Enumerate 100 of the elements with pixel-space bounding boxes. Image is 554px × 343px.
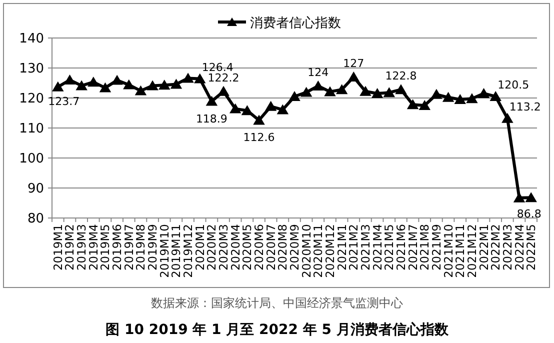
y-tick-label: 80 xyxy=(27,212,44,226)
point xyxy=(407,100,418,110)
y-tick-label: 120 xyxy=(19,92,44,106)
x-tick-label: 2020M8 xyxy=(276,224,290,271)
point xyxy=(478,88,490,98)
x-tick-label: 2020M12 xyxy=(322,224,337,278)
data-label: 126.4 xyxy=(202,60,234,74)
x-tick-label: 2022M5 xyxy=(524,224,538,271)
x-tick-label: 2022M2 xyxy=(488,224,503,271)
point xyxy=(324,86,336,96)
point xyxy=(170,79,182,89)
data-label: 124 xyxy=(308,66,329,79)
x-tick-label: 2020M2 xyxy=(204,224,219,271)
x-tick-label: 2021M7 xyxy=(406,224,420,271)
point xyxy=(182,73,194,83)
x-tick-label: 2019M2 xyxy=(62,224,77,271)
x-tick-label: 2021M8 xyxy=(418,224,432,271)
point xyxy=(502,113,513,123)
x-tick-label: 2021M6 xyxy=(394,224,408,271)
point xyxy=(277,104,288,114)
point xyxy=(454,94,466,104)
data-label: 120.5 xyxy=(498,78,530,92)
point xyxy=(395,84,406,94)
x-tick-label: 2019M9 xyxy=(146,224,160,271)
point xyxy=(194,74,206,84)
point xyxy=(147,80,158,90)
x-tick-label: 2020M7 xyxy=(264,224,278,271)
point xyxy=(289,92,300,101)
point xyxy=(242,106,253,116)
data-label: 122.8 xyxy=(385,70,417,83)
x-tick-label: 2019M11 xyxy=(169,224,184,278)
x-tick-label: 2021M9 xyxy=(429,224,444,271)
x-tick-label: 2019M1 xyxy=(50,224,65,271)
point xyxy=(52,82,64,92)
point xyxy=(348,72,360,82)
data-label: 113.2 xyxy=(509,100,541,114)
y-tick-label: 140 xyxy=(19,32,44,46)
y-tick-label: 100 xyxy=(19,152,44,166)
point xyxy=(466,94,478,104)
point xyxy=(490,92,502,101)
x-tick-label: 2021M4 xyxy=(370,224,384,271)
text: 图 10 2019 年 1 月至 2022 年 5 月消费者信心指数 xyxy=(106,321,450,338)
point xyxy=(419,100,430,110)
point xyxy=(135,86,146,96)
point xyxy=(206,96,218,106)
x-tick-label: 2020M1 xyxy=(192,224,207,271)
x-tick-label: 2020M4 xyxy=(228,224,242,271)
x-tick-label: 2020M3 xyxy=(216,224,231,271)
x-tick-label: 2020M5 xyxy=(240,224,254,271)
point xyxy=(112,75,123,85)
x-tick-label: 2020M6 xyxy=(252,224,266,271)
x-tick-label: 2021M12 xyxy=(464,224,479,278)
point xyxy=(430,89,442,99)
x-tick-label: 2021M5 xyxy=(382,224,396,271)
x-tick-label: 2019M3 xyxy=(74,224,89,271)
data-label: 122.2 xyxy=(208,71,240,84)
y-tick-label: 110 xyxy=(19,122,44,136)
y-tick-label: 90 xyxy=(27,182,44,196)
x-tick-label: 2020M9 xyxy=(288,224,302,271)
x-tick-label: 2020M11 xyxy=(311,224,326,278)
x-tick-label: 2021M3 xyxy=(358,224,372,271)
point xyxy=(336,84,348,94)
point xyxy=(514,192,525,202)
x-tick-label: 2021M2 xyxy=(346,224,361,271)
legend-label: 消费者信心指数 xyxy=(250,15,341,31)
point xyxy=(526,192,537,202)
point xyxy=(312,81,324,90)
data-label: 112.6 xyxy=(243,131,275,144)
x-tick-label: 2019M8 xyxy=(134,224,148,271)
x-tick-label: 2020M10 xyxy=(299,224,314,278)
point xyxy=(158,80,170,90)
x-tick-label: 2022M1 xyxy=(476,224,491,271)
x-tick-label: 2019M10 xyxy=(157,224,172,278)
point xyxy=(254,115,265,125)
point xyxy=(230,104,241,114)
x-tick-label: 2022M4 xyxy=(512,224,526,271)
x-tick-label: 2019M4 xyxy=(86,224,100,271)
point xyxy=(360,86,371,96)
x-tick-label: 2019M5 xyxy=(98,224,112,271)
point xyxy=(372,88,383,98)
data-label: 118.9 xyxy=(196,112,228,126)
x-tick-label: 2019M6 xyxy=(110,224,124,271)
point xyxy=(64,75,76,84)
point xyxy=(88,77,99,87)
point xyxy=(300,87,312,97)
data-label: 127 xyxy=(343,57,364,70)
x-tick-label: 2022M3 xyxy=(500,224,514,271)
point xyxy=(123,80,134,90)
data-label: 123.7 xyxy=(48,94,80,108)
point xyxy=(218,86,230,96)
data-label: 86.8 xyxy=(516,208,542,221)
x-tick-label: 2021M1 xyxy=(334,224,349,271)
source-note: 数据来源：国家统计局、中国经济景气监测中心 xyxy=(151,296,403,310)
point xyxy=(265,101,276,111)
x-tick-label: 2021M10 xyxy=(441,224,456,278)
x-tick-label: 2021M11 xyxy=(453,224,468,278)
point xyxy=(384,88,395,98)
y-tick-label: 130 xyxy=(19,62,44,76)
x-tick-label: 2019M12 xyxy=(181,224,196,278)
point xyxy=(100,82,111,92)
